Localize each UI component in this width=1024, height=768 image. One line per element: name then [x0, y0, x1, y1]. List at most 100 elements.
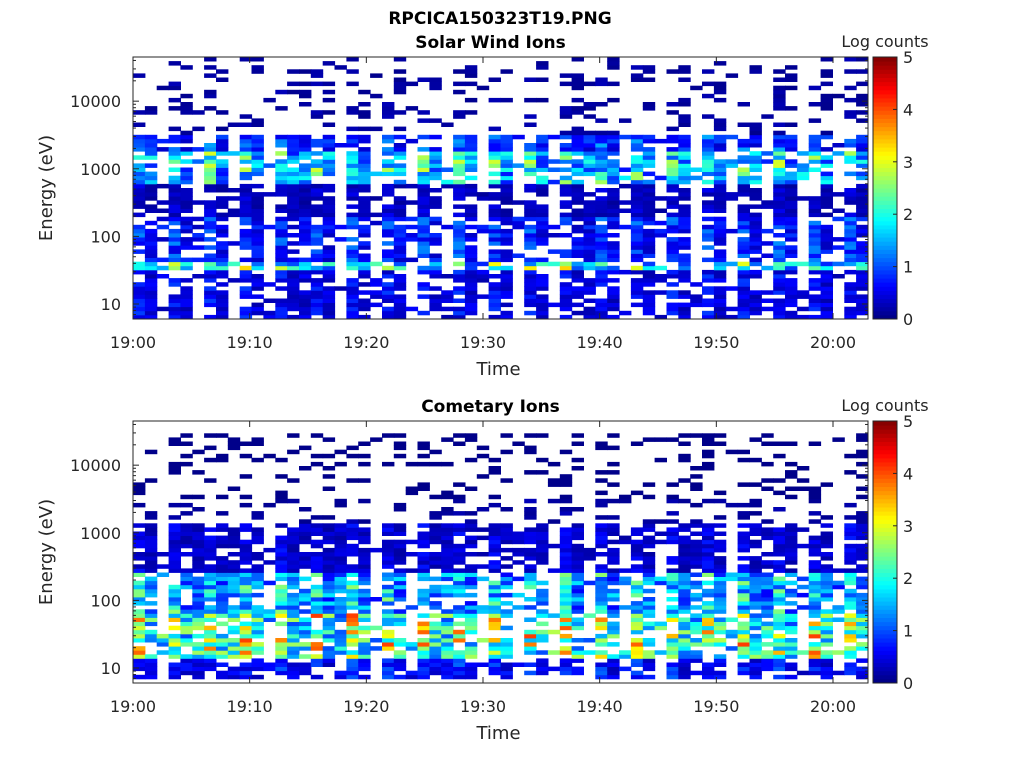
spectrogram-cell	[737, 102, 750, 107]
spectrogram-cell	[796, 576, 810, 582]
spectrogram-cell	[251, 650, 264, 655]
spectrogram-cell	[761, 306, 774, 312]
spectrogram-cell	[583, 282, 596, 287]
spectrogram-cell	[808, 286, 822, 291]
spectrogram-cell	[275, 302, 288, 308]
spectrogram-cell	[785, 220, 798, 226]
spectrogram-cell	[785, 188, 798, 193]
spectrogram-cell	[785, 196, 798, 201]
spectrogram-cell	[702, 560, 715, 565]
spectrogram-cell	[737, 597, 750, 602]
spectrogram-cell	[358, 601, 371, 606]
spectrogram-cell	[488, 282, 501, 287]
y-tick-label: 100	[90, 227, 121, 246]
spectrogram-cell	[180, 65, 193, 70]
spectrogram-cell	[464, 245, 478, 250]
spectrogram-cell	[216, 597, 229, 602]
spectrogram-cell	[500, 212, 513, 218]
spectrogram-cell	[832, 192, 845, 197]
spectrogram-cell	[844, 310, 857, 316]
spectrogram-cell	[133, 224, 146, 230]
spectrogram-cell	[334, 638, 347, 643]
spectrogram-cell	[749, 216, 762, 222]
spectrogram-cell	[239, 204, 253, 209]
spectrogram-cell	[690, 629, 703, 635]
spectrogram-cell	[168, 126, 181, 132]
spectrogram-cell	[417, 269, 430, 275]
spectrogram-cell	[287, 179, 300, 185]
spectrogram-cell	[299, 466, 312, 471]
spectrogram-cell	[820, 249, 833, 254]
spectrogram-cell	[204, 654, 217, 659]
x-tick-label: 19:50	[693, 333, 739, 352]
spectrogram-cell	[713, 306, 727, 312]
spectrogram-cell	[536, 666, 549, 672]
spectrogram-cell	[453, 306, 466, 312]
colorbar-step	[873, 629, 897, 635]
spectrogram-cell	[382, 523, 395, 528]
spectrogram-cell	[678, 658, 691, 663]
spectrogram-cell	[287, 192, 300, 197]
spectrogram-cell	[180, 237, 193, 242]
spectrogram-cell	[322, 278, 336, 283]
spectrogram-cell	[761, 560, 774, 565]
spectrogram-cell	[820, 81, 833, 87]
spectrogram-cell	[204, 89, 217, 95]
spectrogram-cell	[607, 666, 620, 672]
spectrogram-cell	[453, 81, 466, 87]
spectrogram-cell	[785, 629, 798, 635]
spectrogram-cell	[654, 576, 667, 582]
spectrogram-cell	[536, 457, 549, 463]
spectrogram-cell	[808, 498, 822, 504]
spectrogram-cell	[287, 69, 300, 74]
spectrogram-cell	[216, 527, 229, 532]
spectrogram-cell	[488, 642, 501, 647]
spectrogram-cell	[299, 294, 312, 299]
spectrogram-cell	[713, 572, 727, 577]
spectrogram-cell	[500, 159, 513, 164]
spectrogram-cell	[749, 204, 762, 209]
spectrogram-cell	[239, 494, 253, 500]
spectrogram-cell	[405, 674, 419, 680]
spectrogram-cell	[713, 621, 727, 627]
spectrogram-cell	[749, 159, 762, 164]
spectrogram-cell	[429, 253, 442, 258]
spectrogram-cell	[820, 642, 833, 647]
spectrogram-cell	[642, 588, 656, 594]
spectrogram-cell	[144, 265, 158, 271]
spectrogram-cell	[642, 642, 656, 647]
spectrogram-cell	[275, 613, 288, 618]
spectrogram-cell	[382, 102, 395, 107]
spectrogram-cell	[144, 552, 158, 557]
spectrogram-cell	[180, 654, 193, 659]
spectrogram-cell	[393, 609, 407, 614]
spectrogram-cell	[287, 233, 300, 238]
spectrogram-cell	[382, 188, 395, 193]
spectrogram-cell	[322, 584, 336, 590]
spectrogram-cell	[678, 629, 691, 635]
spectrogram-cell	[524, 237, 537, 242]
spectrogram-cell	[133, 167, 146, 172]
spectrogram-cell	[180, 441, 193, 446]
spectrogram-cell	[453, 633, 466, 639]
spectrogram-cell	[773, 666, 786, 672]
colorbar-step	[873, 183, 897, 189]
spectrogram-cell	[500, 646, 513, 651]
spectrogram-cell	[275, 556, 288, 561]
spectrogram-cell	[547, 629, 561, 635]
spectrogram-cell	[607, 531, 620, 536]
spectrogram-cell	[393, 597, 407, 602]
spectrogram-cell	[619, 269, 632, 275]
spectrogram-cell	[808, 249, 822, 254]
spectrogram-cell	[820, 282, 833, 287]
spectrogram-cell	[227, 666, 241, 672]
spectrogram-cell	[453, 69, 466, 74]
spectrogram-cell	[322, 601, 336, 606]
spectrogram-cell	[251, 457, 264, 463]
spectrogram-cell	[820, 621, 833, 627]
spectrogram-cell	[310, 81, 324, 87]
spectrogram-cell	[844, 580, 857, 586]
spectrogram-cell	[702, 605, 715, 610]
spectrogram-cell	[749, 654, 762, 659]
spectrogram-cell	[144, 654, 158, 659]
